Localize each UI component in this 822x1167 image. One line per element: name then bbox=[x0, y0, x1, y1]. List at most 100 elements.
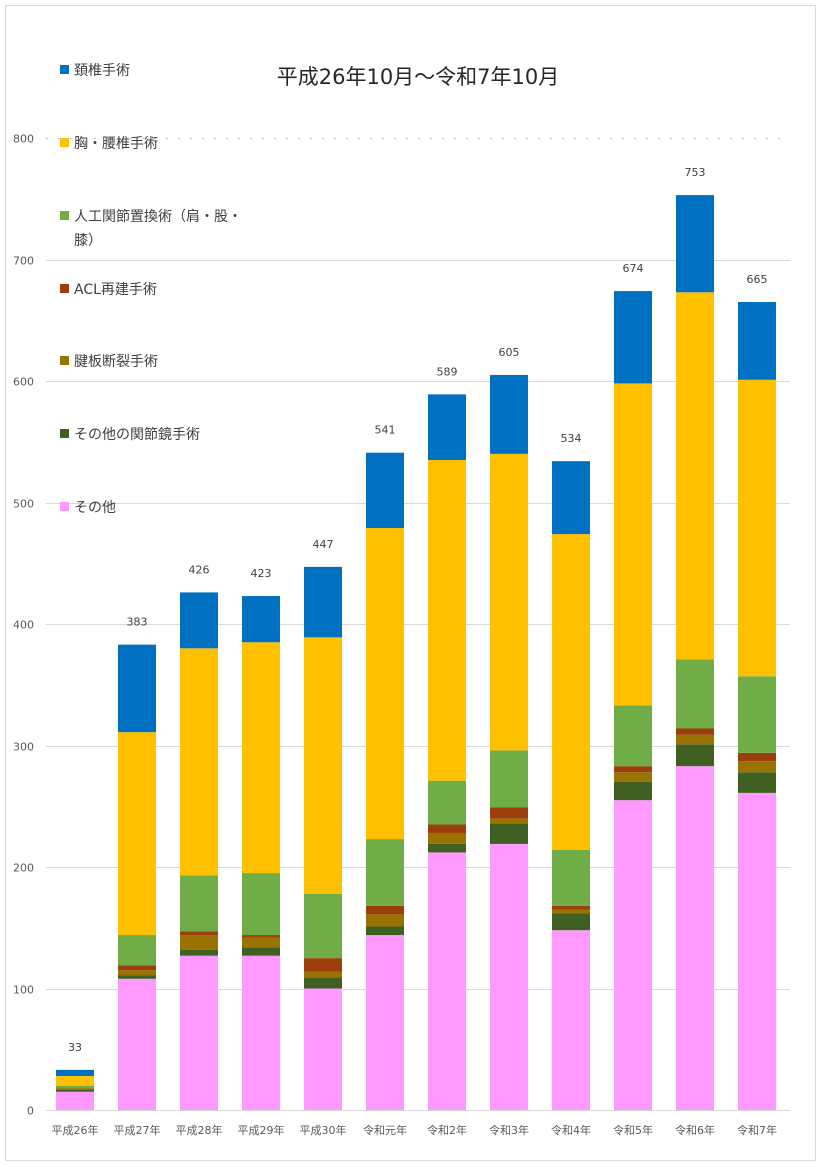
x-tick-label: 平成29年 bbox=[238, 1123, 285, 1137]
x-tick-label: 令和3年 bbox=[489, 1123, 529, 1137]
gridlines bbox=[46, 138, 790, 1111]
bar-segment bbox=[676, 734, 714, 745]
total-label: 541 bbox=[375, 424, 396, 437]
bar-segment bbox=[552, 534, 590, 850]
bar-segment bbox=[552, 909, 590, 914]
total-labels: 33 383 426 423 447 541 589 605 534 674 753 665 bbox=[68, 166, 768, 1054]
y-tick-label: 800 bbox=[13, 133, 34, 146]
total-label: 423 bbox=[251, 567, 272, 580]
bar-segment bbox=[180, 955, 218, 1110]
legend-swatch bbox=[60, 429, 69, 438]
bar-segment bbox=[614, 291, 652, 384]
bar-segment bbox=[180, 875, 218, 932]
bar-segment bbox=[614, 781, 652, 801]
y-tick-label: 600 bbox=[13, 376, 34, 389]
bar-segment bbox=[676, 292, 714, 660]
legend-swatch bbox=[60, 284, 69, 293]
legend-swatch bbox=[60, 138, 69, 147]
total-label: 753 bbox=[685, 166, 706, 179]
x-tick-label: 平成27年 bbox=[114, 1123, 161, 1137]
bar-segment bbox=[490, 823, 528, 844]
bar-segment bbox=[242, 642, 280, 874]
bar-segment bbox=[614, 383, 652, 706]
bar-segment bbox=[738, 792, 776, 1110]
y-tick-label: 300 bbox=[13, 741, 34, 754]
bar-segment bbox=[304, 637, 342, 894]
bar-segment bbox=[180, 592, 218, 649]
legend-label: 人工関節置換術（肩・股・膝） bbox=[74, 208, 242, 249]
total-label: 426 bbox=[189, 563, 210, 576]
x-axis-ticks: 平成26年 平成27年 平成28年 平成29年 平成30年 令和元年 令和2年 令和3年 令和4… bbox=[52, 1123, 778, 1137]
bar-segment bbox=[614, 705, 652, 767]
y-tick-label: 500 bbox=[13, 498, 34, 511]
bars bbox=[56, 195, 776, 1110]
bar-segment bbox=[676, 744, 714, 767]
bar-segment bbox=[614, 772, 652, 782]
bar-segment bbox=[304, 958, 342, 972]
total-label: 33 bbox=[68, 1041, 82, 1054]
y-tick-label: 0 bbox=[27, 1105, 34, 1118]
bar-segment bbox=[56, 1091, 94, 1110]
bar-segment bbox=[242, 935, 280, 938]
bar-segment bbox=[738, 761, 776, 773]
bar-segment bbox=[738, 676, 776, 753]
bar-segment bbox=[428, 394, 466, 460]
bar-segment bbox=[552, 930, 590, 1110]
bar-segment bbox=[242, 596, 280, 643]
bar-segment bbox=[490, 374, 528, 454]
total-label: 674 bbox=[623, 262, 644, 275]
bar-segment bbox=[490, 818, 528, 824]
bar-segment bbox=[676, 659, 714, 729]
bar-segment bbox=[738, 772, 776, 793]
bar-segment bbox=[304, 566, 342, 638]
bar-segment bbox=[366, 926, 404, 936]
y-tick-label: 700 bbox=[13, 255, 34, 268]
x-tick-label: 令和5年 bbox=[613, 1123, 653, 1137]
x-tick-label: 平成30年 bbox=[300, 1123, 347, 1137]
bar-segment bbox=[552, 461, 590, 535]
bar-segment bbox=[738, 302, 776, 380]
bar-segment bbox=[180, 935, 218, 950]
bar-segment bbox=[56, 1075, 94, 1086]
total-label: 605 bbox=[499, 346, 520, 359]
legend-label: 頚椎手術 bbox=[74, 63, 130, 79]
bar-segment bbox=[118, 935, 156, 966]
bar-segment bbox=[552, 849, 590, 906]
bar-segment bbox=[118, 732, 156, 936]
legend-label: その他 bbox=[74, 500, 116, 516]
bar-segment bbox=[242, 937, 280, 948]
bar-segment bbox=[56, 1085, 94, 1089]
bar-segment bbox=[428, 852, 466, 1110]
bar-segment bbox=[56, 1069, 94, 1076]
bar-segment bbox=[180, 648, 218, 876]
bar-segment bbox=[118, 644, 156, 733]
y-tick-label: 100 bbox=[13, 984, 34, 997]
y-axis-ticks: 0 100 200 300 400 500 600 700 800 bbox=[13, 133, 34, 1118]
bar-segment bbox=[118, 970, 156, 976]
bar-segment bbox=[490, 843, 528, 1110]
bar-segment bbox=[428, 824, 466, 833]
bar-segment bbox=[738, 752, 776, 762]
bar-segment bbox=[304, 893, 342, 959]
y-tick-label: 200 bbox=[13, 862, 34, 875]
bar-segment bbox=[242, 947, 280, 956]
bar-segment bbox=[428, 459, 466, 781]
bar-segment bbox=[180, 949, 218, 956]
x-tick-label: 令和2年 bbox=[427, 1123, 467, 1137]
bar-segment bbox=[118, 965, 156, 971]
bar-segment bbox=[676, 766, 714, 1110]
bar-segment bbox=[180, 931, 218, 936]
y-tick-label: 400 bbox=[13, 619, 34, 632]
x-tick-label: 平成28年 bbox=[176, 1123, 223, 1137]
legend-swatch bbox=[60, 356, 69, 365]
legend-label: 腱板断裂手術 bbox=[74, 354, 158, 370]
bar-segment bbox=[366, 452, 404, 529]
bar-segment bbox=[242, 955, 280, 1110]
bar-segment bbox=[118, 978, 156, 1110]
x-tick-label: 平成26年 bbox=[52, 1123, 99, 1137]
bar-segment bbox=[428, 780, 466, 825]
bar-segment bbox=[366, 914, 404, 927]
bar-segment bbox=[366, 839, 404, 906]
